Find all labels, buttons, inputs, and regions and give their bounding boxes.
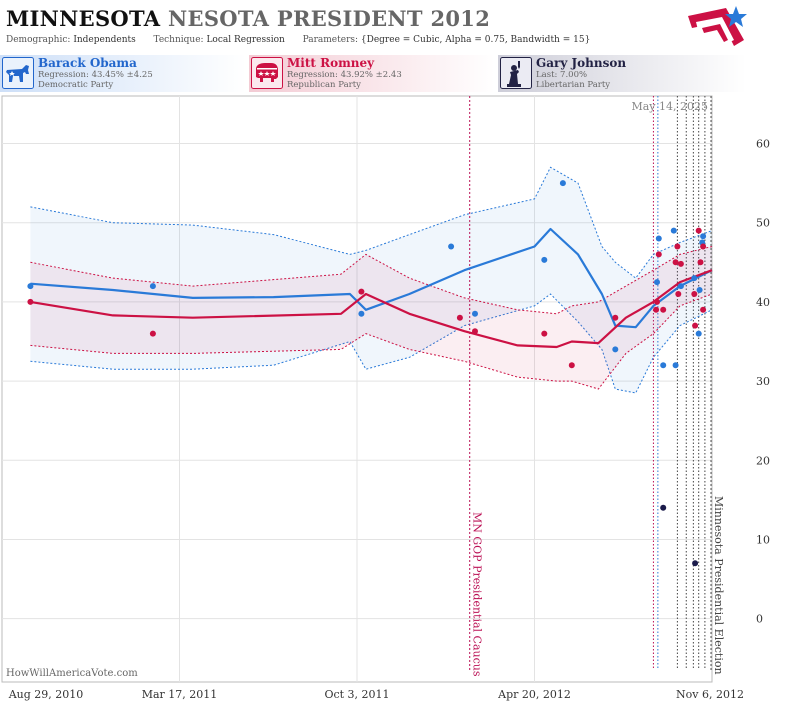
- obama-poll-point: [448, 243, 455, 250]
- romney-poll-point: [677, 260, 684, 267]
- obama-poll-point: [691, 275, 698, 282]
- site-logo-icon[interactable]: [686, 4, 750, 50]
- parameters-label: Parameters:: [302, 35, 359, 45]
- romney-poll-point: [654, 298, 660, 305]
- romney-poll-point: [653, 306, 660, 313]
- demographic-value: Independents: [73, 35, 136, 45]
- y-tick-label: 0: [756, 613, 763, 626]
- obama-poll-point: [654, 279, 660, 286]
- romney-poll-point: [700, 243, 707, 250]
- technique-label: Technique:: [153, 35, 204, 45]
- romney-poll-point: [675, 291, 682, 297]
- y-tick-label: 50: [756, 217, 770, 230]
- romney-poll-point: [691, 291, 698, 297]
- candidate-card-romney[interactable]: Mitt Romney Regression: 43.92% ±2.43 Rep…: [249, 55, 495, 92]
- romney-poll-point: [358, 288, 365, 295]
- title-state: MINNESOTA: [6, 6, 161, 31]
- romney-poll-point: [697, 259, 704, 266]
- obama-poll-point: [612, 346, 619, 353]
- candidate-last-value: Last: 7.00%: [536, 70, 588, 80]
- romney-poll-point: [612, 314, 619, 321]
- romney-poll-point: [672, 259, 679, 266]
- romney-poll-point: [692, 322, 699, 329]
- event-label: Minnesota Presidential Election: [712, 496, 725, 675]
- event-label: MN GOP Presidential Caucus: [471, 512, 484, 677]
- romney-poll-point: [568, 362, 575, 369]
- x-tick-label: Mar 17, 2011: [142, 688, 218, 701]
- candidate-name: Gary Johnson: [536, 56, 627, 70]
- parameters-value: {Degree = Cubic, Alpha = 0.75, Bandwidth…: [360, 35, 591, 45]
- obama-poll-point: [27, 283, 34, 290]
- romney-poll-point: [695, 227, 702, 234]
- romney-poll-point: [27, 298, 34, 305]
- obama-poll-point: [541, 256, 548, 263]
- romney-trend-line: [30, 269, 713, 349]
- y-tick-label: 30: [756, 375, 770, 388]
- candidate-party: Democratic Party: [38, 80, 114, 90]
- obama-band-lower: [30, 293, 713, 394]
- y-tick-label: 10: [756, 533, 770, 546]
- y-tick-label: 60: [756, 138, 770, 151]
- x-tick-label: Aug 29, 2010: [8, 688, 84, 701]
- candidate-regression: Regression: 43.45% ±4.25: [38, 70, 153, 80]
- democrat-donkey-icon: [2, 57, 34, 89]
- obama-poll-point: [660, 362, 667, 369]
- obama-trend-line: [30, 227, 713, 329]
- poll-chart: 0 10 20 30 40 50 60 Aug 29, 2010 Mar 17, 2011 Oct…: [1, 95, 770, 701]
- title-race: NESOTA PRESIDENT 2012: [168, 6, 491, 31]
- obama-poll-point: [149, 283, 156, 290]
- obama-poll-point: [696, 287, 703, 293]
- candidate-name: Barack Obama: [38, 56, 137, 70]
- liberty-statue-icon: [500, 57, 532, 89]
- romney-band-upper: [30, 246, 713, 315]
- obama-poll-point: [472, 310, 478, 317]
- candidate-regression: Regression: 43.92% ±2.43: [287, 70, 402, 80]
- candidate-party: Libertarian Party: [536, 80, 611, 90]
- parameters-bar: Demographic: Independents Technique: Loc…: [6, 35, 590, 45]
- demographic-label: Demographic:: [6, 35, 71, 45]
- current-date-label: May 14, 2025: [631, 100, 708, 113]
- obama-poll-point: [672, 362, 679, 369]
- romney-poll-point: [674, 243, 681, 250]
- republican-elephant-icon: [251, 57, 283, 89]
- obama-poll-point: [677, 283, 684, 290]
- obama-poll-point: [700, 233, 707, 240]
- obama-poll-point: [358, 310, 365, 317]
- page-title: MINNESOTA NESOTA PRESIDENT 2012: [6, 6, 490, 31]
- romney-poll-point: [149, 330, 156, 337]
- candidate-card-obama[interactable]: Barack Obama Regression: 43.45% ±4.25 De…: [0, 55, 246, 92]
- romney-poll-point: [700, 306, 707, 313]
- obama-poll-point: [695, 330, 702, 337]
- obama-poll-point: [559, 180, 566, 187]
- romney-poll-point: [655, 251, 662, 258]
- y-tick-label: 40: [756, 296, 770, 309]
- y-tick-label: 20: [756, 454, 770, 467]
- obama-poll-point: [670, 227, 677, 234]
- x-tick-label: Oct 3, 2011: [324, 688, 389, 701]
- romney-poll-point: [541, 330, 548, 337]
- candidate-name: Mitt Romney: [287, 56, 375, 70]
- romney-band-lower: [30, 293, 713, 390]
- candidate-party: Republican Party: [287, 80, 361, 90]
- source-credit: HowWillAmericaVote.com: [6, 668, 138, 679]
- obama-confidence-band: [30, 167, 712, 393]
- johnson-poll-point: [660, 504, 667, 511]
- technique-value: Local Regression: [206, 35, 285, 45]
- obama-band-upper: [30, 166, 713, 279]
- romney-poll-point: [456, 314, 463, 321]
- x-tick-label: Nov 6, 2012: [676, 688, 744, 701]
- romney-confidence-band: [30, 246, 712, 389]
- johnson-poll-point: [692, 560, 699, 567]
- obama-poll-point: [655, 235, 662, 242]
- x-tick-label: Apr 20, 2012: [497, 688, 571, 701]
- romney-poll-point: [660, 306, 667, 313]
- candidate-card-johnson[interactable]: Gary Johnson Last: 7.00% Libertarian Par…: [498, 55, 746, 92]
- romney-poll-point: [472, 328, 478, 335]
